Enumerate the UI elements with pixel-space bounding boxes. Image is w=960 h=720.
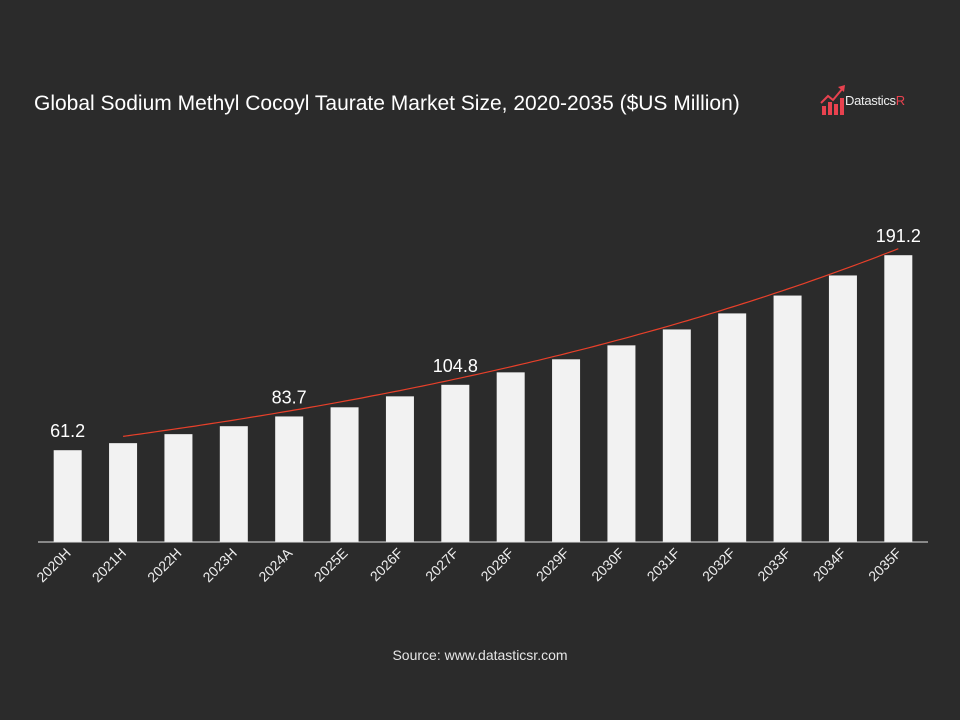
bar-2032F xyxy=(718,313,747,542)
x-tick-label: 2032F xyxy=(699,545,738,584)
bar-2020H xyxy=(53,450,82,542)
data-label: 104.8 xyxy=(433,356,478,376)
bar-2023H xyxy=(219,426,248,542)
x-tick-label: 2033F xyxy=(754,545,793,584)
x-tick-label: 2020H xyxy=(33,545,73,585)
x-tick-label: 2022H xyxy=(144,545,184,585)
bar-2035F xyxy=(884,255,913,542)
source-note: Source: www.datasticsr.com xyxy=(392,647,568,663)
bar-2028F xyxy=(496,372,525,542)
bar-2025E xyxy=(330,407,359,542)
bar-2021H xyxy=(109,443,138,542)
x-tick-label: 2035F xyxy=(865,545,904,584)
logo-chart-icon xyxy=(820,85,845,115)
logo-text: Datastics xyxy=(845,93,896,108)
x-tick-label: 2028F xyxy=(477,545,516,584)
bar-2033F xyxy=(773,295,802,542)
bar-2031F xyxy=(662,329,691,542)
x-tick-label: 2026F xyxy=(367,545,406,584)
x-tick-label: 2027F xyxy=(422,545,461,584)
bar-2029F xyxy=(552,359,581,542)
x-tick-label: 2025E xyxy=(311,545,351,585)
x-tick-label: 2034F xyxy=(810,545,849,584)
trendline xyxy=(123,248,899,437)
x-tick-label: 2024A xyxy=(255,544,295,584)
bar-2030F xyxy=(607,345,636,542)
bar-2026F xyxy=(385,396,414,542)
data-label: 61.2 xyxy=(50,421,85,441)
bar-2022H xyxy=(164,434,193,542)
data-label: 83.7 xyxy=(272,387,307,407)
datasticsr-logo: DatasticsR xyxy=(820,84,930,116)
bar-2034F xyxy=(828,275,857,542)
logo-accent: R xyxy=(895,93,905,108)
data-label: 191.2 xyxy=(876,226,921,246)
x-tick-label: 2021H xyxy=(89,545,129,585)
x-tick-label: 2029F xyxy=(533,545,572,584)
x-tick-label: 2023H xyxy=(199,545,239,585)
x-tick-label: 2031F xyxy=(644,545,683,584)
bar-2024A xyxy=(275,416,304,542)
chart-title: Global Sodium Methyl Cocoyl Taurate Mark… xyxy=(34,92,740,115)
x-tick-label: 2030F xyxy=(588,545,627,584)
bar-2027F xyxy=(441,384,470,542)
